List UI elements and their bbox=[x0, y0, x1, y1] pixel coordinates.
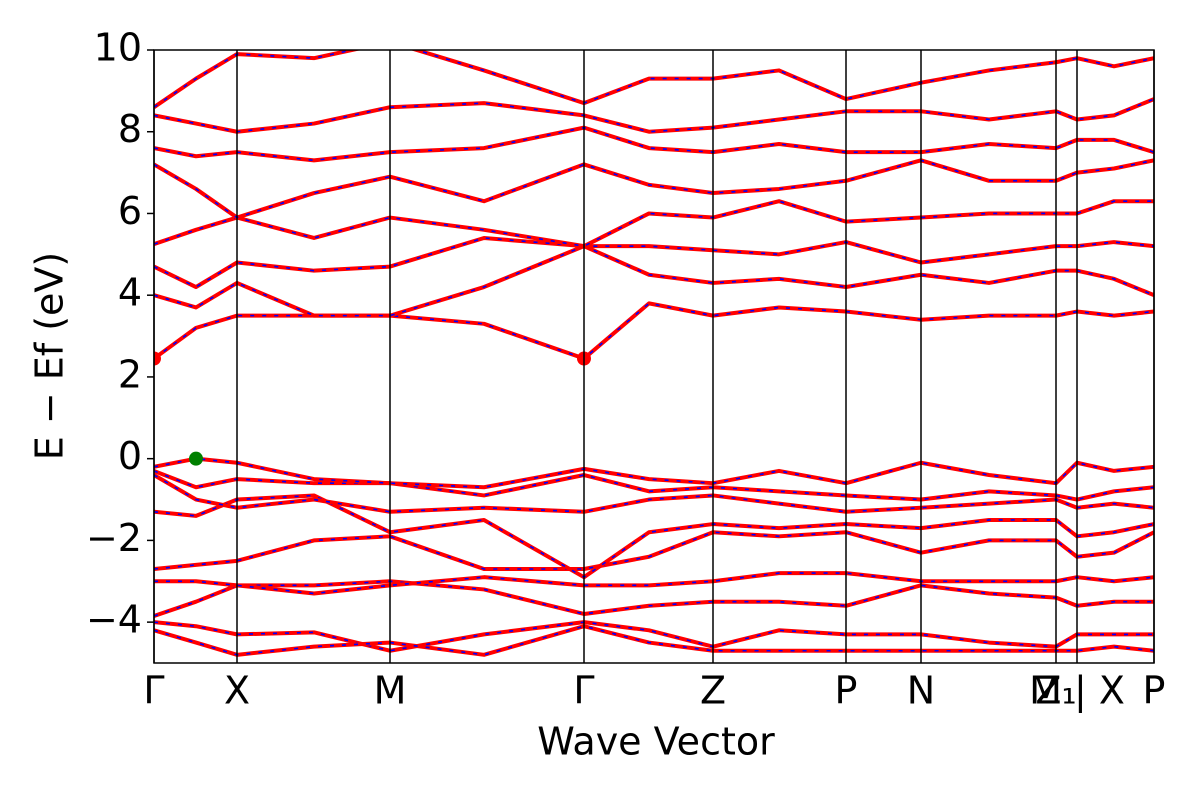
x-axis-label: Wave Vector bbox=[537, 720, 775, 764]
band-line-overlay bbox=[154, 531, 1154, 570]
band-line bbox=[154, 571, 1154, 596]
extremum-point bbox=[189, 451, 203, 466]
band-line bbox=[154, 50, 1154, 109]
x-tick-label: Γ bbox=[143, 669, 164, 713]
band-line-overlay bbox=[154, 494, 1154, 579]
band-line bbox=[154, 158, 1154, 220]
y-tick-label: 0 bbox=[118, 434, 142, 478]
x-tick-label: M bbox=[374, 669, 407, 713]
band-line-overlay bbox=[154, 302, 1154, 360]
y-tick-label: −4 bbox=[86, 598, 142, 642]
band-line bbox=[154, 530, 1154, 572]
band-line-overlay bbox=[154, 200, 1154, 247]
x-tick-label: Γ bbox=[573, 669, 594, 713]
x-tick-label: M | X bbox=[1029, 669, 1125, 714]
x-tick-label: P bbox=[835, 669, 858, 713]
band-line-overlay bbox=[154, 98, 1154, 133]
y-tick-label: 4 bbox=[118, 271, 142, 315]
x-tick-label: Z bbox=[700, 669, 726, 713]
plot-area bbox=[154, 50, 1154, 657]
band-line bbox=[154, 199, 1154, 249]
band-line-overlay bbox=[154, 572, 1154, 595]
x-tick-label: P bbox=[1143, 669, 1166, 713]
x-tick-label: N bbox=[907, 669, 935, 713]
band-line-overlay bbox=[154, 245, 1154, 317]
y-tick-label: 8 bbox=[118, 107, 142, 151]
band-line-overlay bbox=[154, 50, 1154, 108]
y-axis-label: E − Ef (eV) bbox=[28, 252, 72, 461]
y-tick-label: −2 bbox=[86, 516, 142, 560]
extremum-point bbox=[154, 351, 161, 366]
y-tick-label: 10 bbox=[94, 26, 142, 70]
y-tick-label: 6 bbox=[118, 189, 142, 233]
band-line-overlay bbox=[154, 159, 1154, 219]
band-line bbox=[154, 493, 1154, 580]
x-tick-label: X bbox=[224, 669, 250, 713]
band-line bbox=[154, 97, 1154, 134]
band-line-overlay bbox=[154, 237, 1154, 288]
plot-frame bbox=[153, 49, 1155, 664]
y-tick-label: 2 bbox=[118, 352, 142, 396]
x-tick-label: Z₁ bbox=[1035, 669, 1076, 713]
